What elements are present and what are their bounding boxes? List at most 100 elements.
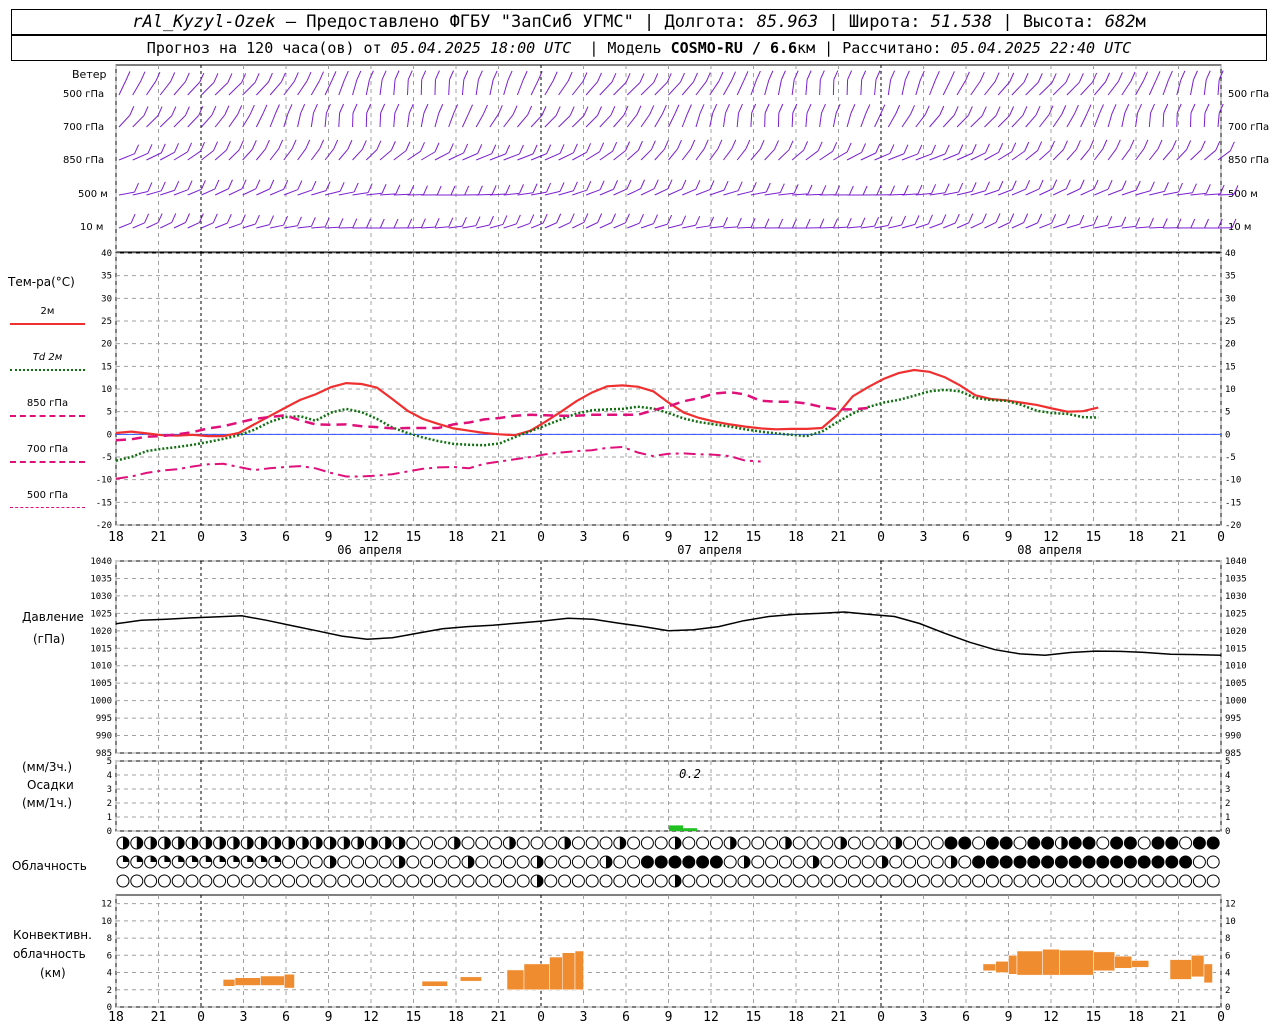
wind-barb [214,222,228,229]
wind-barb-flag [1024,141,1030,152]
cloud-full [682,856,695,868]
wind-barb [1052,149,1064,161]
wind-barb-flag [981,106,987,116]
wind-barb-flag [924,105,930,115]
cloud-half [619,837,626,849]
wind-barb-flag [421,70,427,80]
ytick-right-press: 1000 [1225,697,1247,707]
wind-barb-flag [1190,218,1196,229]
cloud-circle [1013,874,1027,888]
cloud-circle [778,874,792,888]
wind-barb [571,115,585,128]
ytick-right-press: 1010 [1225,662,1247,672]
cloud-quarter [261,856,267,862]
conv-bar [460,976,482,982]
wind-barb [489,193,506,196]
wind-barb [613,114,625,128]
wind-barb [1176,192,1193,196]
wind-barb [888,153,905,161]
wind-barb-flag [1037,141,1043,151]
wind-barb-flag [1143,139,1149,150]
cloud-circle [792,874,806,888]
cloud-circle [406,836,420,850]
wind-barb [805,193,822,196]
ytick-left-conv: 6 [107,951,112,961]
cloud-circle [709,836,723,850]
wind-barb-flag [835,185,841,195]
wind-barb [1135,226,1150,229]
wind-barb-flag [453,104,459,114]
cloud-title: Облачность [12,859,87,873]
wind-barb [860,79,863,96]
legend-2m-label: 2м [40,306,55,317]
cloud-half [330,837,336,849]
ytick-right-conv: 10 [1225,917,1236,927]
wind-barb [764,79,770,96]
wind-barb [654,188,669,196]
wind-barb [792,193,809,196]
wind-barb [503,114,514,128]
wind-barb [1176,149,1188,161]
wind-barb-flag [1121,216,1127,227]
wind-barb-flag [1052,179,1058,189]
conv-bar [234,977,261,986]
wind-barb [283,225,298,229]
lon-label: Долгота: [664,12,747,32]
cloud-full [1027,856,1040,868]
wind-barb-flag [597,72,602,83]
cloud-quarter [178,856,185,862]
conv-bar [506,969,525,991]
wind-barb [929,79,936,96]
wind-barb [1093,113,1100,128]
wind-barb-flag [1011,180,1017,190]
cloud-circle [654,874,668,888]
wind-barb [791,112,794,128]
cloud-quarter [205,856,212,862]
time-tick-bottom: 3 [240,1010,248,1024]
ytick-left-press: 1025 [90,609,112,619]
wind-barb-flag [1065,214,1071,224]
wind-barb [530,153,547,161]
ytick-right-precip: 0 [1225,827,1230,837]
wind-barb [723,190,739,196]
wind-barb [915,114,926,128]
cloud-circle [489,855,503,869]
wind-barb-flag [254,214,260,225]
time-tick-bottom: 0 [877,1010,885,1024]
wind-barb [1039,114,1050,128]
wind-barb-flag [434,142,440,153]
wind-barb-flag [381,184,387,194]
wind-barb-flag [626,179,632,190]
cloud-circle [1096,874,1110,888]
cloud-circle [654,836,668,850]
wind-barb-flag [650,140,656,150]
time-tick-bottom: 15 [1086,1010,1102,1024]
wind-barb [750,148,761,161]
wind-barb-flag [200,142,206,152]
cloud-circle [861,836,875,850]
wind-barb-flag [610,106,616,116]
wind-barb [1066,188,1081,196]
ytick-left-conv: 10 [101,917,112,927]
wind-barb-flag [519,184,524,194]
pressure-unit: (гПа) [33,632,66,646]
wind-barb [434,113,440,128]
wind-barb [585,189,601,196]
wind-barb-flag [667,214,673,225]
cloud-circle [378,855,392,869]
wind-barb [956,152,973,161]
cloud-circle [1206,855,1220,869]
wind-barb [1121,80,1132,96]
wind-barb-flag [1190,103,1196,114]
wind-barb-flag [971,144,977,154]
time-tick-temp: 18 [1128,530,1144,545]
wind-barb [984,222,997,229]
wind-barb [833,151,848,161]
wind-barb [599,150,613,161]
wind-barb [695,189,711,196]
wind-barb [736,80,745,96]
wind-barb [1052,188,1067,196]
wind-barb-flag [212,213,218,224]
wind-barb [132,152,149,161]
cloud-full [1069,837,1082,849]
